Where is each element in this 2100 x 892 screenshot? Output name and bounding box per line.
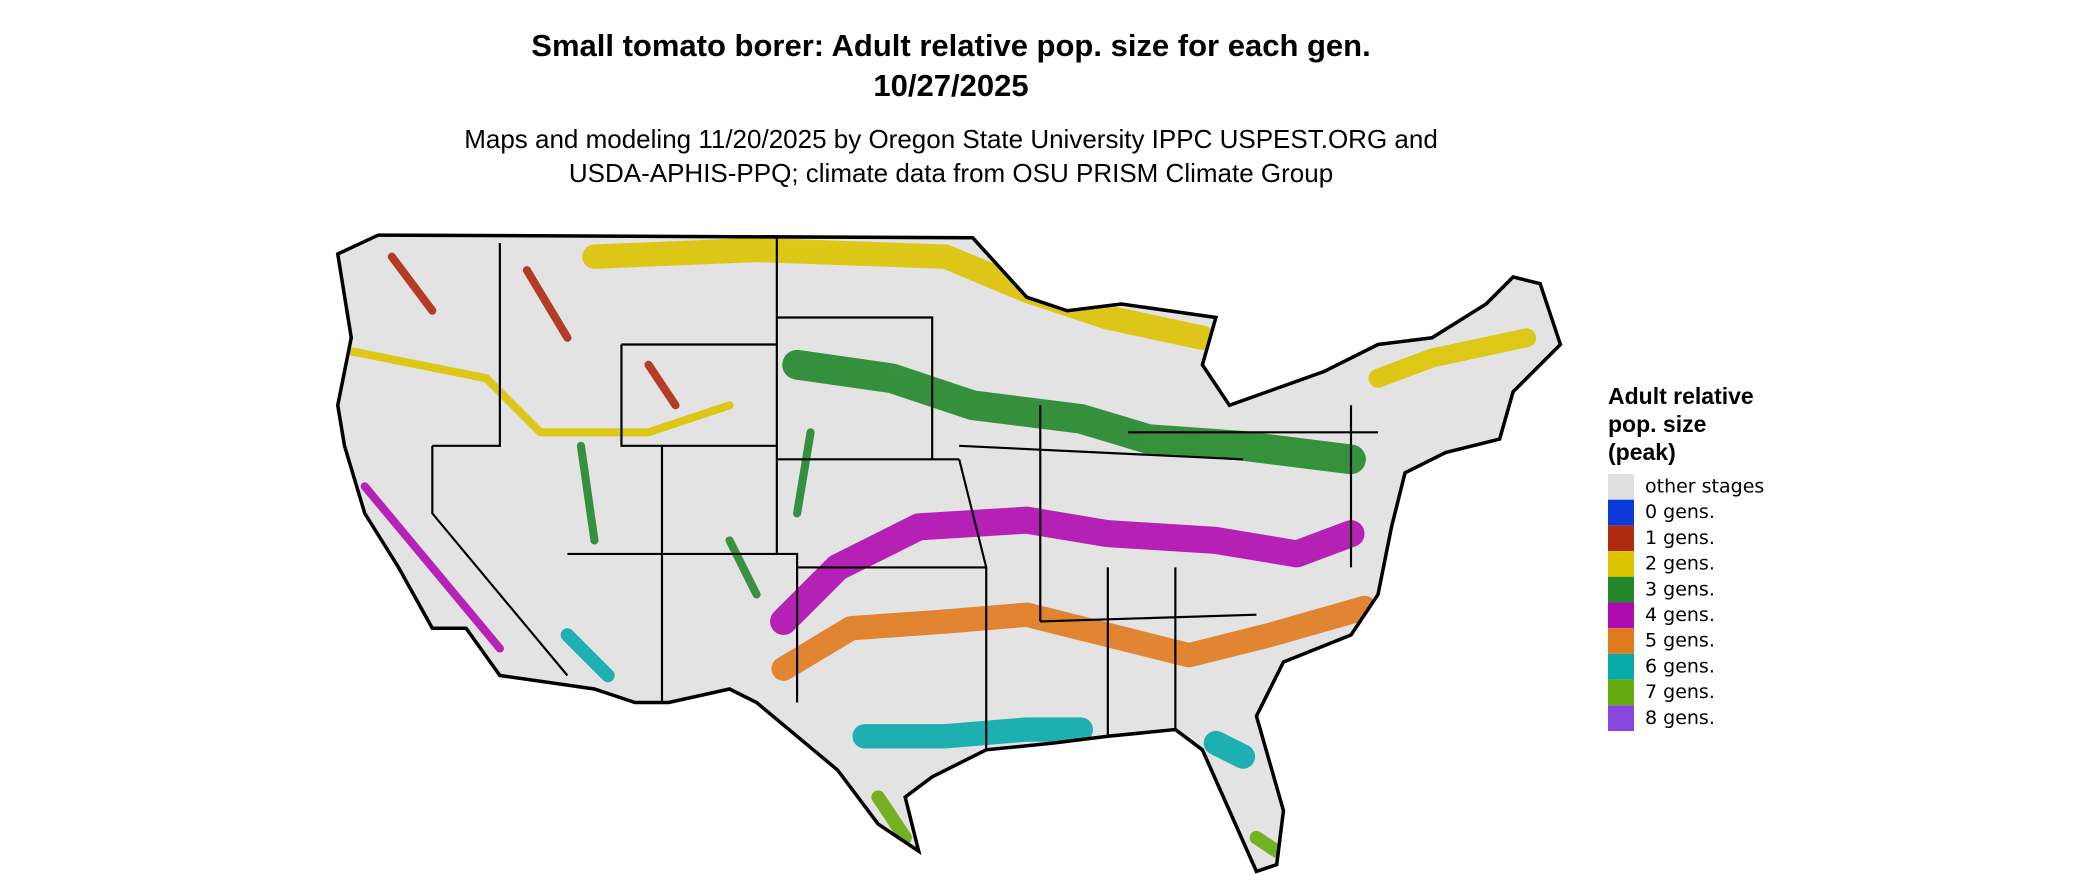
- legend-label: 1 gens.: [1645, 527, 1715, 549]
- map-land: [337, 235, 1561, 872]
- legend-swatch: [1608, 474, 1634, 500]
- legend-swatch: [1608, 525, 1634, 552]
- legend-label: 8 gens.: [1645, 707, 1715, 729]
- legend-swatch: [1608, 653, 1634, 680]
- legend-title: (peak): [1608, 439, 1676, 465]
- legend-label: 5 gens.: [1645, 630, 1715, 652]
- legend-title: pop. size: [1608, 411, 1706, 437]
- legend: Adult relative pop. size (peak) other st…: [1608, 383, 1764, 731]
- date: 10/27/2025: [873, 68, 1028, 103]
- legend-swatch: [1608, 551, 1634, 577]
- subtitle: Maps and modeling 11/20/2025 by Oregon S…: [464, 124, 1438, 154]
- legend-label: 7 gens.: [1645, 681, 1715, 703]
- legend-label: 3 gens.: [1645, 578, 1715, 600]
- title: Small tomato borer: Adult relative pop. …: [531, 28, 1370, 63]
- legend-label: other stages: [1645, 476, 1764, 498]
- legend-swatch: [1608, 602, 1634, 629]
- subtitle: USDA-APHIS-PPQ; climate data from OSU PR…: [569, 158, 1333, 188]
- legend-swatch: [1608, 705, 1634, 731]
- legend-label: 6 gens.: [1645, 655, 1715, 677]
- legend-label: 4 gens.: [1645, 604, 1715, 626]
- legend-swatch: [1608, 679, 1634, 706]
- legend-swatch: [1608, 576, 1634, 603]
- state-borders: [431, 236, 1379, 750]
- legend-title: Adult relative: [1608, 383, 1754, 409]
- map: [335, 233, 1563, 874]
- legend-label: 2 gens.: [1645, 553, 1715, 575]
- legend-swatch: [1608, 628, 1634, 654]
- legend-swatch: [1608, 499, 1634, 526]
- legend-label: 0 gens.: [1645, 501, 1715, 523]
